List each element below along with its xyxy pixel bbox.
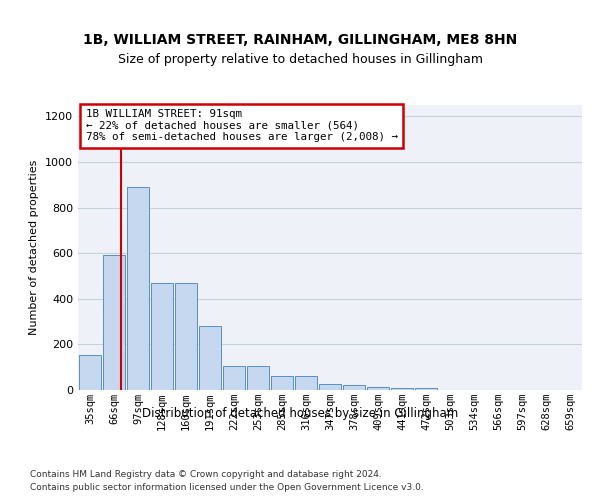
Bar [367,386,389,390]
Bar [295,376,317,390]
Text: Contains public sector information licensed under the Open Government Licence v3: Contains public sector information licen… [30,484,424,492]
Text: 1B, WILLIAM STREET, RAINHAM, GILLINGHAM, ME8 8HN: 1B, WILLIAM STREET, RAINHAM, GILLINGHAM,… [83,32,517,46]
Bar [103,256,125,390]
Bar [247,366,269,390]
Bar [391,388,413,390]
Bar [199,326,221,390]
Text: Distribution of detached houses by size in Gillingham: Distribution of detached houses by size … [142,408,458,420]
Bar [127,187,149,390]
Text: Size of property relative to detached houses in Gillingham: Size of property relative to detached ho… [118,54,482,66]
Text: 1B WILLIAM STREET: 91sqm
← 22% of detached houses are smaller (564)
78% of semi-: 1B WILLIAM STREET: 91sqm ← 22% of detach… [86,110,398,142]
Bar [319,384,341,390]
Text: Contains HM Land Registry data © Crown copyright and database right 2024.: Contains HM Land Registry data © Crown c… [30,470,382,479]
Bar [79,354,101,390]
Bar [271,376,293,390]
Bar [175,283,197,390]
Bar [223,366,245,390]
Bar [415,388,437,390]
Y-axis label: Number of detached properties: Number of detached properties [29,160,40,335]
Bar [151,283,173,390]
Bar [343,386,365,390]
